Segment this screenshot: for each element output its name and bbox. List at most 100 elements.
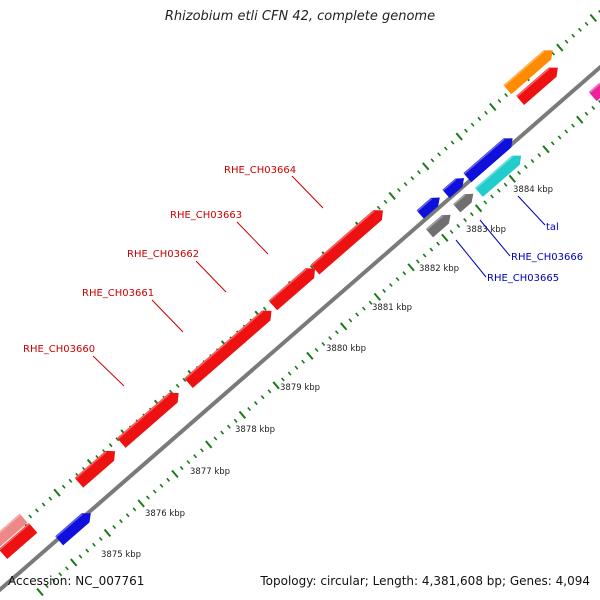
gene-arrow-red-5 bbox=[268, 268, 316, 311]
tick-mark bbox=[376, 205, 381, 210]
arrow-body bbox=[503, 50, 553, 95]
leader-line bbox=[151, 299, 184, 333]
tick-mark bbox=[253, 401, 258, 406]
tick-mark bbox=[550, 141, 555, 146]
gene-arrow-blue-4 bbox=[463, 138, 513, 183]
tick-mark bbox=[508, 174, 516, 183]
arrow-body bbox=[310, 210, 383, 275]
gene-arrow-gray-2 bbox=[453, 193, 474, 213]
tick-mark bbox=[410, 176, 415, 181]
genome-summary-text: Topology: circular; Length: 4,381,608 bp… bbox=[260, 574, 590, 588]
tick-label-3881-kbp: 3881 kbp bbox=[372, 303, 412, 313]
tick-mark bbox=[58, 572, 63, 577]
tick-label-3875-kbp: 3875 kbp bbox=[101, 550, 141, 560]
arrow-body bbox=[416, 197, 440, 219]
tick-mark bbox=[146, 495, 150, 500]
arrow-highlight bbox=[268, 268, 307, 302]
tick-mark bbox=[98, 536, 103, 541]
tick-mark bbox=[53, 488, 61, 497]
arrow-highlight bbox=[503, 50, 545, 87]
tick-mark bbox=[309, 265, 314, 270]
tick-mark bbox=[589, 13, 597, 23]
tick-mark bbox=[517, 170, 521, 175]
arrow-body bbox=[588, 82, 600, 102]
tick-mark bbox=[200, 448, 204, 453]
tick-mark bbox=[70, 558, 78, 567]
tick-mark bbox=[449, 229, 454, 234]
tick-mark bbox=[415, 259, 420, 264]
arrow-body bbox=[184, 310, 272, 389]
arrow-body bbox=[474, 155, 522, 197]
gene-label-rhe_ch03665: RHE_CH03665 bbox=[487, 273, 559, 284]
tick-mark bbox=[402, 271, 407, 276]
arrow-body bbox=[268, 268, 316, 311]
tick-mark bbox=[591, 105, 596, 110]
gene-arrow-red-4 bbox=[184, 310, 272, 389]
tick-mark bbox=[166, 477, 171, 482]
tick-label-3878-kbp: 3878 kbp bbox=[235, 425, 275, 435]
tick-mark bbox=[28, 514, 33, 519]
tick-mark bbox=[125, 513, 130, 518]
tick-mark bbox=[328, 336, 333, 341]
tick-mark bbox=[108, 443, 113, 448]
tick-mark bbox=[169, 389, 173, 394]
tick-mark bbox=[103, 528, 112, 538]
gene-arrow-salmon bbox=[0, 513, 28, 547]
tick-mark bbox=[35, 508, 39, 513]
gene-arrow-orange bbox=[503, 50, 553, 95]
tick-mark bbox=[430, 158, 435, 163]
tick-mark bbox=[65, 566, 69, 571]
arrow-body bbox=[0, 522, 38, 560]
gene-label-rhe_ch03663: RHE_CH03663 bbox=[170, 210, 242, 221]
arrow-highlight bbox=[0, 523, 30, 551]
tick-mark bbox=[422, 253, 427, 258]
arrow-body bbox=[74, 450, 116, 488]
tick-mark bbox=[542, 145, 550, 154]
tick-mark bbox=[564, 39, 569, 44]
tick-mark bbox=[213, 436, 218, 441]
tick-mark bbox=[571, 123, 575, 128]
tick-mark bbox=[571, 33, 576, 38]
tick-mark bbox=[403, 182, 408, 187]
tick-mark bbox=[119, 519, 123, 524]
tick-mark bbox=[247, 406, 252, 412]
tick-mark bbox=[36, 587, 44, 597]
tick-mark bbox=[171, 469, 179, 478]
tick-mark bbox=[334, 330, 339, 335]
tick-mark bbox=[530, 158, 535, 164]
arrow-body bbox=[117, 392, 179, 448]
tick-mark bbox=[503, 182, 508, 187]
tick-mark bbox=[396, 187, 401, 193]
leader-line bbox=[455, 239, 487, 278]
tick-mark bbox=[437, 152, 442, 157]
gene-arrow-blue-3 bbox=[442, 178, 465, 199]
tick-mark bbox=[584, 111, 589, 116]
tick-mark bbox=[436, 241, 440, 246]
tick-mark bbox=[48, 496, 53, 501]
tick-mark bbox=[443, 146, 448, 151]
leader-line bbox=[291, 175, 324, 209]
arrow-body bbox=[55, 513, 91, 546]
tick-mark bbox=[152, 489, 157, 494]
arrow-highlight bbox=[117, 392, 171, 440]
tick-mark bbox=[294, 365, 299, 370]
tick-mark bbox=[132, 507, 137, 512]
tick-label-3882-kbp: 3882 kbp bbox=[419, 264, 459, 274]
tick-mark bbox=[577, 27, 582, 32]
tick-mark bbox=[490, 194, 494, 199]
inner-tick-dots bbox=[36, 99, 600, 597]
arrow-highlight bbox=[588, 83, 600, 94]
tick-mark bbox=[260, 395, 265, 400]
arrow-body bbox=[516, 67, 558, 105]
tick-mark bbox=[496, 188, 501, 193]
tick-mark bbox=[395, 277, 400, 282]
tick-mark bbox=[68, 478, 73, 483]
tick-labels: 3875 kbp 3876 kbp 3877 kbp 3878 kbp 3879 kbp… bbox=[101, 185, 553, 560]
tick-mark bbox=[92, 542, 96, 547]
map-title: Rhizobium etli CFN 42, complete genome bbox=[164, 9, 436, 24]
tick-mark bbox=[382, 288, 387, 293]
tick-mark bbox=[61, 484, 66, 489]
gene-arrow-blue-1 bbox=[55, 513, 91, 546]
gene-arrow-red-3 bbox=[117, 392, 179, 448]
